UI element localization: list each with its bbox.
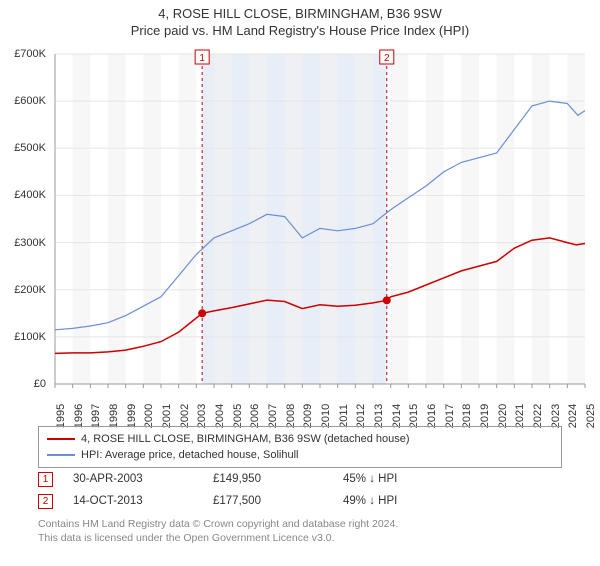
x-tick-label: 1999 — [126, 404, 138, 428]
x-tick-label: 2003 — [196, 404, 208, 428]
x-tick-label: 2019 — [479, 404, 491, 428]
marker-table: 1 30-APR-2003 £149,950 45% ↓ HPI 2 14-OC… — [38, 468, 562, 512]
x-tick-label: 2015 — [408, 404, 420, 428]
marker-row-2: 2 14-OCT-2013 £177,500 49% ↓ HPI — [38, 490, 562, 512]
x-tick-label: 2006 — [249, 404, 261, 428]
x-tick-label: 2016 — [426, 404, 438, 428]
x-tick-label: 2000 — [143, 404, 155, 428]
x-tick-label: 2002 — [179, 404, 191, 428]
x-tick-label: 2014 — [391, 404, 403, 428]
y-tick-label: £100K — [14, 331, 46, 343]
x-tick-label: 2020 — [497, 404, 509, 428]
x-tick-label: 2004 — [214, 404, 226, 428]
marker-date-2: 14-OCT-2013 — [73, 495, 213, 507]
y-axis: £0£100K£200K£300K£400K£500K£600K£700K — [0, 54, 50, 384]
x-tick-label: 1997 — [90, 404, 102, 428]
x-tick-label: 2007 — [267, 404, 279, 428]
x-tick-label: 2025 — [585, 404, 597, 428]
legend-item-price: 4, ROSE HILL CLOSE, BIRMINGHAM, B36 9SW … — [47, 431, 553, 447]
x-tick-label: 1995 — [55, 404, 67, 428]
y-tick-label: £600K — [14, 95, 46, 107]
y-tick-label: £700K — [14, 48, 46, 60]
x-tick-label: 2005 — [232, 404, 244, 428]
x-tick-label: 2010 — [320, 404, 332, 428]
y-tick-label: £0 — [34, 378, 46, 390]
x-tick-label: 2011 — [338, 404, 350, 428]
marker-hpi-1: 45% ↓ HPI — [343, 473, 443, 485]
footer-line1: Contains HM Land Registry data © Crown c… — [38, 518, 562, 532]
marker-price-2: £177,500 — [213, 495, 343, 507]
marker-badge-1: 1 — [38, 472, 53, 487]
svg-text:1: 1 — [199, 53, 205, 64]
legend-swatch-price — [47, 438, 75, 440]
legend-label-price: 4, ROSE HILL CLOSE, BIRMINGHAM, B36 9SW … — [81, 433, 410, 445]
x-tick-label: 2008 — [285, 404, 297, 428]
x-tick-label: 2013 — [373, 404, 385, 428]
chart-subtitle: Price paid vs. HM Land Registry's House … — [0, 23, 600, 38]
x-tick-label: 2024 — [567, 404, 579, 428]
x-tick-label: 1996 — [73, 404, 85, 428]
y-tick-label: £200K — [14, 284, 46, 296]
x-tick-label: 2009 — [302, 404, 314, 428]
x-tick-label: 2022 — [532, 404, 544, 428]
footer-line2: This data is licensed under the Open Gov… — [38, 532, 562, 546]
y-tick-label: £300K — [14, 237, 46, 249]
marker-row-1: 1 30-APR-2003 £149,950 45% ↓ HPI — [38, 468, 562, 490]
legend-swatch-hpi — [47, 454, 75, 456]
chart-title-address: 4, ROSE HILL CLOSE, BIRMINGHAM, B36 9SW — [0, 6, 600, 21]
y-tick-label: £400K — [14, 189, 46, 201]
legend: 4, ROSE HILL CLOSE, BIRMINGHAM, B36 9SW … — [38, 426, 562, 468]
x-tick-label: 2001 — [161, 404, 173, 428]
x-tick-label: 2012 — [355, 404, 367, 428]
legend-label-hpi: HPI: Average price, detached house, Soli… — [81, 449, 299, 461]
x-axis: 1995 1996 1997 1998 1999 2000 2001 2002 2003 2004… — [55, 386, 585, 426]
x-tick-label: 2023 — [550, 404, 562, 428]
legend-item-hpi: HPI: Average price, detached house, Soli… — [47, 447, 553, 463]
svg-text:2: 2 — [384, 53, 390, 64]
marker-date-1: 30-APR-2003 — [73, 473, 213, 485]
x-tick-label: 2017 — [444, 404, 456, 428]
x-tick-label: 2021 — [514, 404, 526, 428]
x-tick-label: 1998 — [108, 404, 120, 428]
marker-price-1: £149,950 — [213, 473, 343, 485]
x-tick-label: 2018 — [461, 404, 473, 428]
y-tick-label: £500K — [14, 142, 46, 154]
marker-hpi-2: 49% ↓ HPI — [343, 495, 443, 507]
chart-plot-area: 12 — [55, 54, 585, 384]
footer-attribution: Contains HM Land Registry data © Crown c… — [38, 518, 562, 545]
marker-badge-2: 2 — [38, 494, 53, 509]
